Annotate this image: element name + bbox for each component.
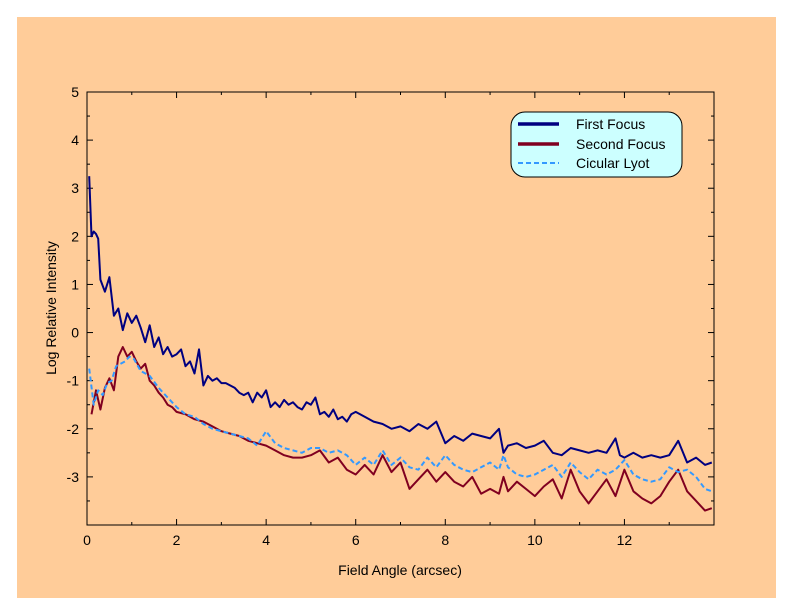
- legend-label-circular-lyot: Cicular Lyot: [576, 155, 650, 171]
- y-tick-label: -3: [67, 469, 80, 485]
- x-axis-title: Field Angle (arcsec): [338, 562, 462, 578]
- y-tick-label: -2: [67, 421, 80, 437]
- y-tick-label: 4: [71, 132, 79, 148]
- x-tick-label: 10: [527, 532, 543, 548]
- series-line-second-focus: [90, 346, 713, 512]
- x-tick-label: 8: [441, 532, 449, 548]
- x-tick-label: 2: [173, 532, 181, 548]
- series-line-cicular-lyot: [88, 355, 713, 493]
- y-axis-title: Log Relative Intensity: [43, 241, 59, 375]
- x-tick-label: 0: [83, 532, 91, 548]
- x-tick-label: 6: [352, 532, 360, 548]
- legend-label-second-focus: Second Focus: [576, 136, 666, 152]
- legend-label-first-focus: First Focus: [576, 116, 645, 132]
- x-tick-label: 12: [617, 532, 633, 548]
- y-tick-label: 2: [71, 228, 79, 244]
- y-tick-label: -1: [67, 373, 80, 389]
- legend-box: [510, 111, 683, 178]
- x-tick-label: 4: [262, 532, 270, 548]
- y-tick-label: 5: [71, 84, 79, 100]
- y-tick-label: 0: [71, 325, 79, 341]
- y-tick-label: 1: [71, 276, 79, 292]
- y-tick-label: 3: [71, 180, 79, 196]
- series-line-first-focus: [88, 176, 713, 466]
- legend: First Focus Second Focus Cicular Lyot: [510, 111, 683, 178]
